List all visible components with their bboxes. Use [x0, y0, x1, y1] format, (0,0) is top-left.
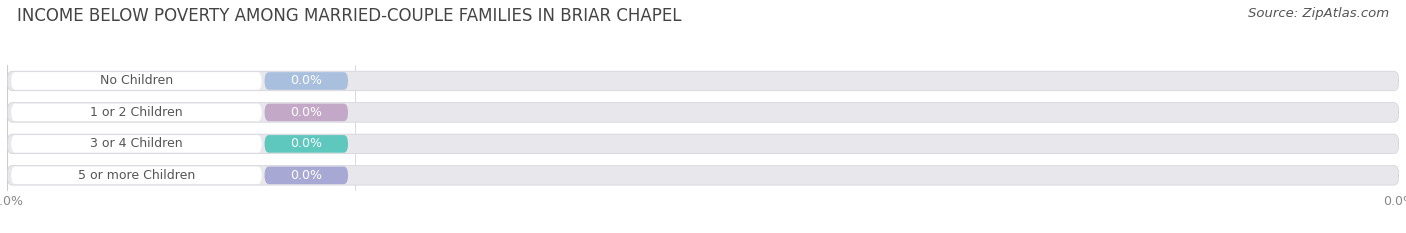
FancyBboxPatch shape [7, 134, 1399, 154]
FancyBboxPatch shape [7, 166, 1399, 185]
Text: 0.0%: 0.0% [290, 169, 322, 182]
FancyBboxPatch shape [7, 103, 1399, 122]
FancyBboxPatch shape [11, 72, 262, 90]
Text: INCOME BELOW POVERTY AMONG MARRIED-COUPLE FAMILIES IN BRIAR CHAPEL: INCOME BELOW POVERTY AMONG MARRIED-COUPL… [17, 7, 682, 25]
Text: No Children: No Children [100, 75, 173, 87]
FancyBboxPatch shape [7, 71, 1399, 91]
Text: 3 or 4 Children: 3 or 4 Children [90, 137, 183, 150]
FancyBboxPatch shape [264, 167, 349, 184]
FancyBboxPatch shape [264, 135, 349, 153]
Text: 5 or more Children: 5 or more Children [77, 169, 195, 182]
FancyBboxPatch shape [11, 104, 262, 121]
FancyBboxPatch shape [11, 167, 262, 184]
FancyBboxPatch shape [11, 135, 262, 153]
FancyBboxPatch shape [264, 72, 349, 90]
Text: 0.0%: 0.0% [290, 75, 322, 87]
Text: 0.0%: 0.0% [290, 137, 322, 150]
FancyBboxPatch shape [264, 104, 349, 121]
Text: Source: ZipAtlas.com: Source: ZipAtlas.com [1249, 7, 1389, 20]
Text: 1 or 2 Children: 1 or 2 Children [90, 106, 183, 119]
Text: 0.0%: 0.0% [290, 106, 322, 119]
